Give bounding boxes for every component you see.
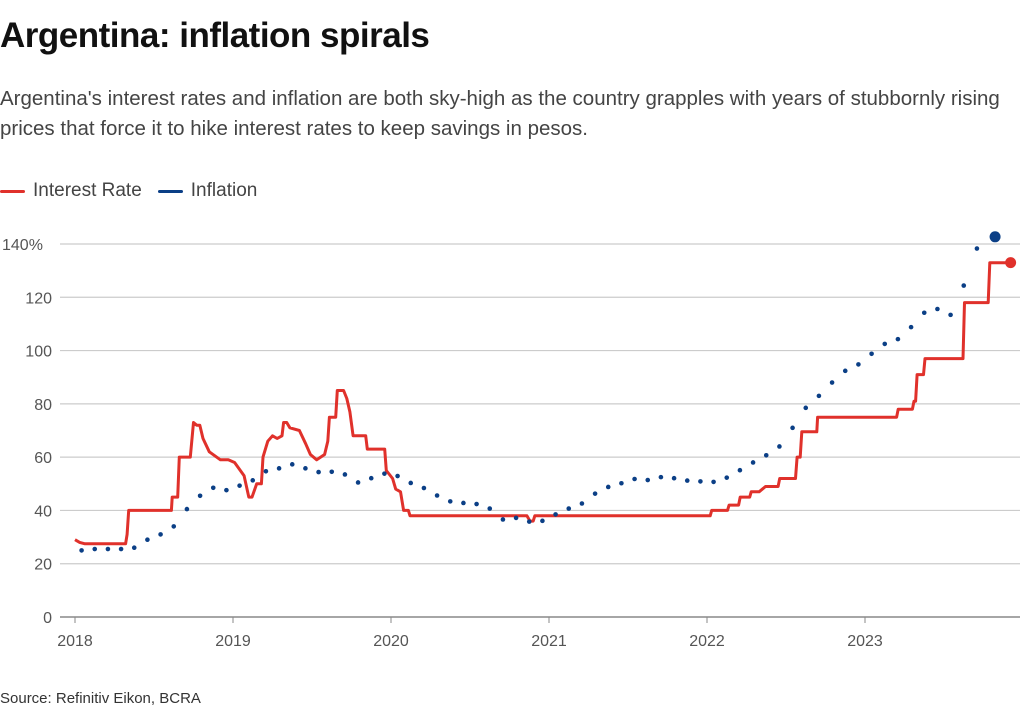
inflation-point [79, 548, 84, 553]
inflation-point [908, 324, 914, 330]
legend: Interest Rate Inflation [0, 180, 273, 202]
inflation-point [224, 487, 229, 493]
inflation-point [974, 246, 980, 251]
legend-swatch-inflation [157, 189, 183, 193]
inflation-point [948, 312, 953, 318]
inflation-point [961, 283, 967, 288]
inflation-point [250, 478, 256, 483]
inflation-point [461, 500, 466, 506]
inflation-point [237, 483, 242, 488]
inflation-point [500, 517, 506, 522]
inflation-point [382, 471, 387, 476]
inflation-point [316, 469, 321, 475]
inflation-point [263, 468, 269, 474]
inflation-point [684, 478, 690, 483]
inflation-point [803, 405, 809, 411]
inflation-point [935, 306, 940, 312]
inflation-point [777, 444, 782, 449]
inflation-point [303, 466, 308, 471]
inflation-point [645, 477, 651, 483]
inflation-point [869, 351, 874, 357]
inflation-point [158, 532, 163, 537]
inflation-point [210, 485, 216, 491]
inflation-point [856, 362, 861, 367]
inflation-point [105, 546, 111, 552]
inflation-point [605, 484, 611, 490]
inflation-point [579, 501, 585, 506]
inflation-point [658, 474, 664, 480]
inflation-point [276, 466, 282, 471]
inflation-point [592, 491, 598, 496]
inflation-point [566, 506, 572, 511]
y-tick-label: 100 [25, 344, 52, 361]
inflation-point [421, 485, 427, 491]
inflation-point [408, 480, 414, 486]
inflation-point [92, 546, 98, 552]
inflation-point [790, 425, 795, 431]
interest-rate-line [74, 261, 1006, 546]
inflation-end-marker [989, 231, 1001, 243]
y-tick-label: 140% [2, 237, 43, 254]
legend-label-interest-rate: Interest Rate [33, 180, 142, 201]
inflation-point [540, 518, 545, 524]
inflation-point [921, 310, 927, 316]
inflation-point [329, 469, 335, 475]
x-tick-label: 2023 [847, 633, 883, 650]
legend-item-inflation: Inflation [157, 180, 258, 202]
interest-rate-end-marker [1005, 257, 1017, 269]
inflation-point [750, 460, 756, 465]
inflation-point [842, 368, 848, 374]
inflation-point [342, 472, 348, 477]
y-tick-label: 20 [34, 557, 52, 574]
inflation-point [829, 380, 835, 385]
inflation-point [526, 519, 532, 524]
inflation-point [171, 524, 177, 529]
inflation-point [895, 336, 901, 342]
chart-subtitle: Argentina's interest rates and inflation… [0, 87, 1000, 140]
inflation-point [184, 506, 190, 512]
inflation-point [632, 476, 637, 482]
x-tick-label: 2019 [215, 633, 251, 650]
inflation-point [763, 452, 769, 458]
inflation-point [698, 479, 703, 484]
inflation-point [513, 515, 519, 521]
x-tick-label: 2022 [689, 633, 725, 650]
inflation-point [434, 493, 440, 498]
inflation-point [395, 473, 400, 479]
inflation-point [118, 546, 124, 552]
inflation-point [474, 501, 479, 507]
inflation-point [711, 479, 716, 485]
legend-item-interest-rate: Interest Rate [0, 180, 142, 202]
y-tick-label: 60 [34, 450, 52, 467]
inflation-point [289, 462, 295, 467]
inflation-point [737, 467, 743, 473]
y-tick-label: 0 [43, 610, 52, 627]
inflation-point [368, 475, 374, 481]
y-tick-label: 80 [34, 397, 52, 414]
chart-title: Argentina: inflation spirals [0, 16, 430, 55]
y-tick-label: 120 [25, 290, 52, 307]
x-tick-label: 2021 [531, 633, 567, 650]
inflation-point [816, 393, 822, 399]
inflation-point [447, 499, 453, 504]
inflation-point [197, 493, 203, 499]
inflation-point [724, 475, 730, 480]
x-tick-label: 2020 [373, 633, 409, 650]
inflation-point [355, 480, 361, 485]
inflation-point [553, 512, 558, 517]
inflation-point [145, 537, 150, 543]
inflation-point [487, 506, 493, 511]
inflation-point [671, 475, 677, 481]
inflation-point [882, 341, 888, 347]
legend-label-inflation: Inflation [190, 180, 258, 201]
x-tick-label: 2018 [57, 633, 93, 650]
source-note: Source: Refinitiv Eikon, BCRA [0, 690, 201, 707]
legend-swatch-interest-rate [0, 189, 25, 193]
y-tick-label: 40 [34, 503, 52, 520]
inflation-point [131, 545, 137, 551]
inflation-point [619, 480, 624, 486]
